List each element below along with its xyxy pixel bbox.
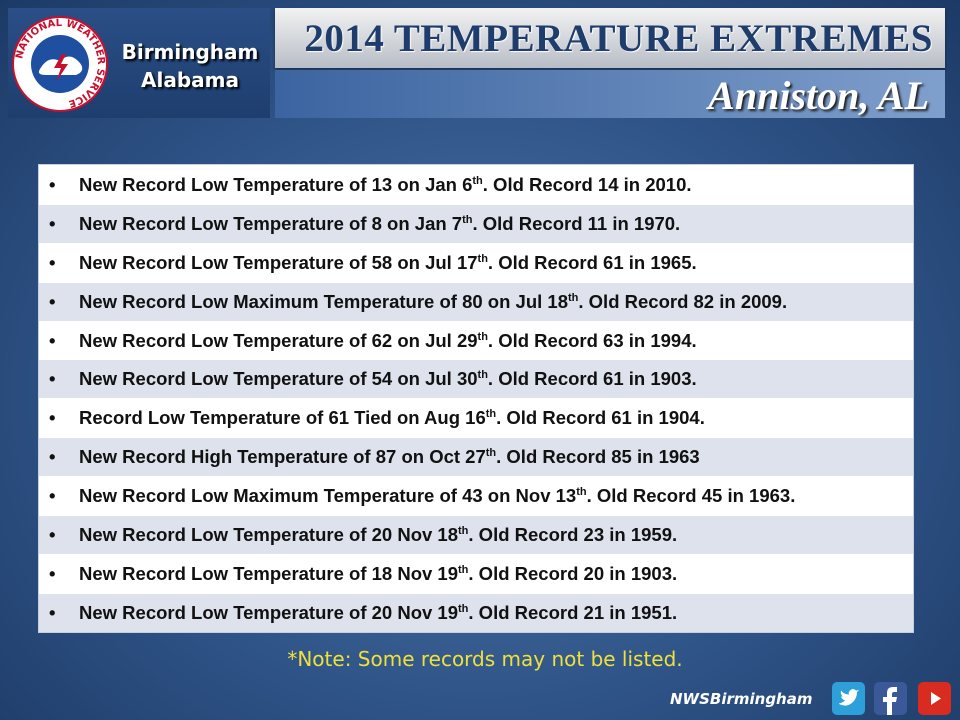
record-text: New Record Low Temperature of 8 on Jan 7 [79, 212, 463, 234]
record-text: New Record Low Temperature of 20 Nov 18 [79, 524, 459, 546]
record-ordinal: th [576, 486, 587, 499]
record-old: . Old Record 61 in 1965. [487, 251, 697, 273]
title-bar: 2014 TEMPERATURE EXTREMES [275, 8, 945, 68]
record-old: . Old Record 23 in 1959. [468, 524, 678, 546]
record-text: New Record Low Temperature of 13 on Jan … [79, 174, 473, 195]
record-ordinal: th [477, 369, 488, 382]
record-old: . Old Record 11 in 1970. [472, 212, 681, 234]
record-row: New Record Low Maximum Temperature of 43… [39, 476, 913, 516]
record-old: . Old Record 63 in 1994. [487, 329, 697, 351]
record-ordinal: th [485, 408, 497, 421]
record-ordinal: th [472, 175, 483, 187]
record-ordinal: th [458, 563, 469, 576]
record-ordinal: th [462, 213, 473, 226]
record-row: New Record Low Temperature of 54 on Jul … [39, 359, 913, 399]
office-state: Alabama [141, 68, 239, 92]
location: Anniston, AL [708, 73, 929, 118]
twitter-icon[interactable] [832, 682, 865, 715]
record-text: New Record Low Temperature of 20 Nov 19 [79, 601, 459, 623]
record-row: Record Low Temperature of 61 Tied on Aug… [39, 398, 913, 438]
records-table: New Record Low Temperature of 13 on Jan … [38, 164, 914, 633]
record-text: New Record Low Temperature of 18 Nov 19 [79, 562, 459, 584]
record-old: . Old Record 21 in 1951. [468, 601, 678, 623]
record-row: New Record Low Temperature of 62 on Jul … [39, 320, 913, 360]
record-row: New Record Low Maximum Temperature of 80… [39, 281, 913, 321]
record-ordinal: th [477, 330, 488, 343]
record-old: . Old Record 82 in 2009. [578, 290, 788, 312]
record-row: New Record High Temperature of 87 on Oct… [39, 437, 913, 477]
title: 2014 TEMPERATURE EXTREMES [304, 17, 933, 60]
record-ordinal: th [477, 252, 488, 265]
record-text: New Record High Temperature of 87 on Oct… [79, 446, 486, 468]
record-row: New Record Low Temperature of 20 Nov 19t… [39, 592, 913, 633]
record-old: . Old Record 45 in 1963. [586, 485, 796, 507]
record-row: New Record Low Temperature of 13 on Jan … [39, 165, 913, 205]
record-ordinal: th [485, 447, 497, 460]
nws-logo: NATIONAL WEATHER SERVICE [12, 16, 108, 112]
record-row: New Record Low Temperature of 58 on Jul … [39, 242, 913, 283]
record-old: . Old Record 14 in 2010. [482, 174, 692, 195]
facebook-icon[interactable] [874, 682, 907, 715]
record-row: New Record Low Temperature of 20 Nov 18t… [39, 515, 913, 555]
record-old: . Old Record 20 in 1903. [468, 562, 678, 584]
record-ordinal: th [458, 525, 469, 538]
logo-area: NATIONAL WEATHER SERVICE Birmingham Alab… [8, 8, 270, 118]
record-text: New Record Low Maximum Temperature of 80… [79, 290, 568, 312]
record-text: New Record Low Maximum Temperature of 43… [79, 485, 577, 507]
record-old: . Old Record 61 in 1903. [487, 368, 697, 390]
record-ordinal: th [458, 602, 469, 615]
record-text: New Record Low Temperature of 62 on Jul … [79, 329, 478, 351]
youtube-icon[interactable] [918, 682, 951, 715]
header: NATIONAL WEATHER SERVICE Birmingham Alab… [0, 0, 960, 122]
record-text: New Record Low Temperature of 58 on Jul … [79, 251, 478, 273]
record-row: New Record Low Temperature of 8 on Jan 7… [39, 203, 913, 244]
record-text: New Record Low Temperature of 54 on Jul … [79, 368, 478, 390]
record-old: . Old Record 61 in 1904. [496, 407, 705, 429]
record-old: . Old Record 85 in 1963 [496, 446, 700, 468]
social-handle: NWSBirmingham [670, 690, 813, 708]
record-ordinal: th [568, 291, 579, 304]
record-row: New Record Low Temperature of 18 Nov 19t… [39, 553, 913, 594]
location-bar: Anniston, AL [275, 70, 945, 118]
note: *Note: Some records may not be listed. [287, 647, 683, 671]
office-city: Birmingham [121, 40, 259, 64]
record-text: Record Low Temperature of 61 Tied on Aug… [79, 407, 486, 429]
